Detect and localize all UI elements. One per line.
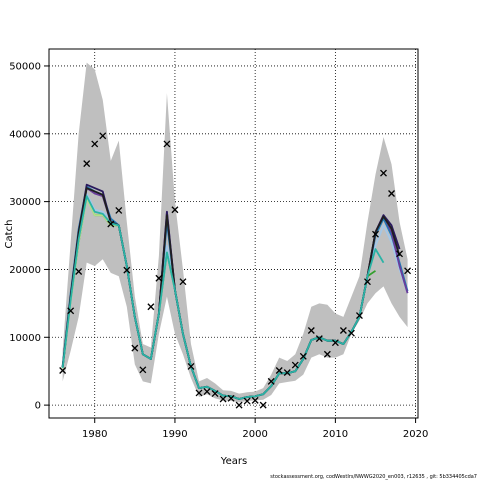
x-tick-label: 2000 — [242, 429, 267, 440]
observation-point — [259, 401, 267, 409]
y-tick-label: 40000 — [9, 129, 41, 140]
observation-point — [211, 390, 219, 398]
observation-point — [195, 389, 203, 397]
observation-point — [323, 350, 331, 358]
x-tick-label: 1980 — [82, 429, 107, 440]
observation-point — [283, 369, 291, 377]
observation-point — [59, 367, 67, 374]
observation-point — [339, 327, 347, 334]
observation-point — [404, 267, 412, 275]
observation-point — [219, 395, 227, 403]
observation-point — [227, 394, 235, 402]
plot-frame — [48, 48, 419, 419]
series-lines — [61, 183, 409, 400]
y-tick-label: 50000 — [9, 61, 41, 72]
confidence-band — [62, 62, 408, 403]
y-tick-label: 0 — [35, 401, 41, 412]
observation-point — [331, 339, 339, 347]
observation-point — [251, 396, 259, 404]
observation-point — [123, 266, 131, 274]
observation-point — [171, 206, 179, 214]
x-tick-label: 2010 — [323, 429, 348, 440]
observation-point — [107, 220, 115, 228]
observation-point — [364, 278, 371, 286]
observation-point — [91, 140, 99, 148]
y-tick-label: 30000 — [9, 197, 41, 208]
y-tick-label: 20000 — [9, 265, 41, 276]
observation-point — [267, 377, 275, 385]
observation-point — [75, 268, 83, 275]
observation-point — [372, 230, 379, 238]
observation-point — [203, 388, 211, 396]
y-axis: 0 10000 20000 30000 40000 50000 — [9, 61, 49, 412]
observation-point — [67, 307, 75, 315]
observation-point — [155, 274, 163, 282]
y-axis-label: Catch — [4, 220, 15, 249]
observation-point — [115, 206, 123, 214]
observation-point — [187, 362, 195, 370]
observation-point — [380, 169, 387, 177]
observation-point — [243, 397, 251, 405]
observation-point — [347, 329, 355, 337]
x-axis: 1980 1990 2000 2010 2020 — [82, 418, 428, 440]
observation-point — [355, 312, 363, 320]
observation-point — [291, 361, 299, 369]
observation-point — [396, 250, 404, 258]
observation-point — [131, 344, 139, 352]
x-tick-label: 1990 — [162, 429, 187, 440]
x-axis-label: Years — [220, 456, 247, 467]
x-tick-label: 2020 — [403, 429, 428, 440]
observation-point — [83, 160, 91, 168]
observation-point — [179, 278, 187, 286]
footer-note: stockassessment.org, codWestIrs/NWWG2020… — [270, 474, 477, 480]
observation-point — [315, 335, 323, 343]
observation-point — [163, 140, 171, 148]
observation-point — [388, 190, 395, 197]
observation-point — [307, 327, 315, 334]
observation-point — [299, 352, 307, 360]
observation-point — [99, 132, 107, 140]
observation-point — [139, 366, 147, 374]
observation-point — [275, 367, 283, 374]
series-line-7 — [61, 195, 385, 400]
observed-catch-points — [59, 132, 412, 409]
observation-point — [235, 401, 243, 409]
observation-point — [147, 303, 155, 311]
y-tick-label: 10000 — [9, 333, 41, 344]
